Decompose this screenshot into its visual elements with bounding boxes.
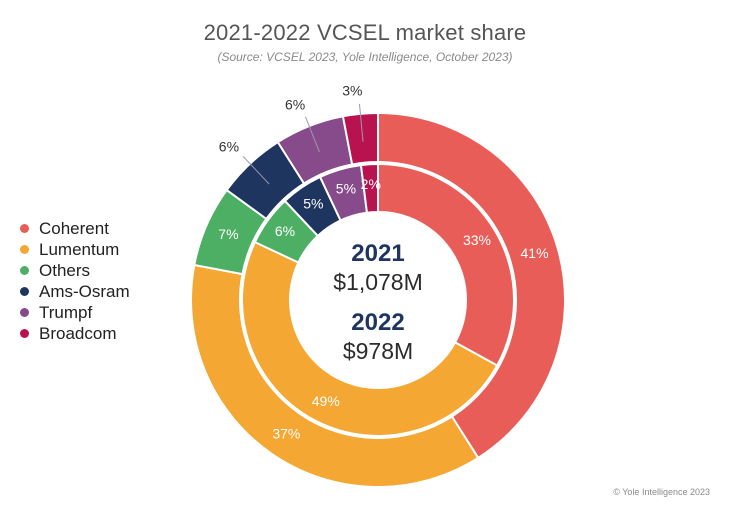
- chart-subtitle: (Source: VCSEL 2023, Yole Intelligence, …: [217, 50, 513, 64]
- legend-swatch: [20, 245, 29, 254]
- legend-item-lumentum: Lumentum: [20, 239, 130, 260]
- callout-lines: [242, 103, 364, 185]
- center-totals: 2021 $1,078M 2022 $978M: [333, 240, 423, 364]
- inner-label-2: 6%: [275, 223, 295, 239]
- inner-label-4: 5%: [336, 180, 356, 196]
- inner-label-1: 49%: [312, 393, 340, 409]
- center-year-2021: 2021: [351, 240, 404, 267]
- inner-label-0: 33%: [463, 232, 491, 248]
- legend-swatch: [20, 266, 29, 275]
- inner-label-3: 5%: [303, 196, 323, 212]
- callout-line-3: [242, 156, 270, 185]
- center-total-2021: $1,078M: [333, 269, 423, 295]
- legend-item-broadcom: Broadcom: [20, 323, 130, 344]
- callout-line-5: [358, 103, 364, 142]
- legend-swatch: [20, 224, 29, 233]
- outer-label-3: 6%: [219, 138, 239, 154]
- legend-label: Trumpf: [39, 302, 93, 322]
- legend-label: Coherent: [39, 218, 109, 238]
- legend-swatch: [20, 329, 29, 338]
- legend-item-ams-osram: Ams-Osram: [20, 281, 130, 302]
- legend-item-others: Others: [20, 260, 130, 281]
- legend-swatch: [20, 308, 29, 317]
- outer-label-0: 41%: [521, 245, 549, 261]
- legend-label: Lumentum: [39, 239, 120, 259]
- center-total-2022: $978M: [343, 338, 413, 364]
- outer-label-5: 3%: [342, 83, 362, 99]
- inner-slice-coherent: [377, 162, 515, 367]
- legend-label: Others: [39, 260, 91, 280]
- chart-title: 2021-2022 VCSEL market share: [203, 20, 527, 45]
- legend-swatch: [20, 287, 29, 296]
- legend-item-trumpf: Trumpf: [20, 302, 130, 323]
- outer-slice-lumentum: [190, 263, 480, 488]
- callout-line-4: [305, 116, 320, 153]
- center-year-2022: 2022: [351, 309, 404, 336]
- copyright-notice: © Yole Intelligence 2023: [613, 487, 710, 497]
- outer-label-2: 7%: [218, 226, 238, 242]
- inner-slice-lumentum: [241, 240, 499, 437]
- inner-slice-broadcom: [359, 162, 379, 214]
- outer-label-4: 6%: [285, 96, 305, 112]
- outer-label-1: 37%: [272, 426, 300, 442]
- legend-item-coherent: Coherent: [20, 218, 130, 239]
- legend-label: Broadcom: [39, 323, 117, 343]
- slice-labels: 33% 49% 6% 5% 5% 2% 41% 37% 7% 6% 6% 3%: [218, 83, 548, 442]
- legend: Coherent Lumentum Others Ams-Osram Trump…: [20, 218, 130, 344]
- inner-label-5: 2%: [361, 176, 381, 192]
- legend-label: Ams-Osram: [39, 281, 130, 301]
- inner-ring-2021: [241, 162, 515, 437]
- outer-slice-broadcom: [341, 111, 379, 166]
- outer-slice-coherent: [377, 111, 566, 460]
